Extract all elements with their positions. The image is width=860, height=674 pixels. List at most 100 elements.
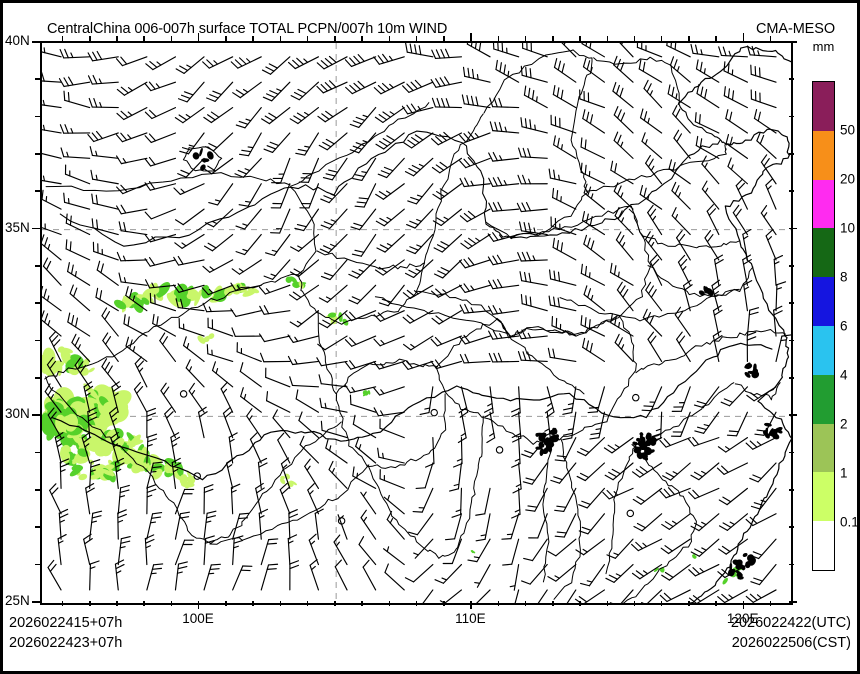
wind-barb	[674, 306, 691, 337]
wind-barb	[746, 307, 760, 337]
wind-barb	[523, 85, 548, 109]
wind-barb	[149, 292, 177, 312]
wind-barb	[462, 66, 491, 83]
wind-barb	[91, 193, 119, 210]
wind-barb	[511, 487, 521, 519]
footer-init-cst: 2026022423+07h	[9, 635, 123, 651]
wind-barb	[144, 81, 177, 92]
wind-barb	[401, 360, 434, 370]
wind-barb	[258, 284, 291, 295]
wind-barb	[548, 168, 577, 185]
lat-tick	[35, 302, 40, 304]
lat-tick	[32, 414, 40, 416]
wind-barb	[309, 558, 320, 591]
wind-barb	[415, 462, 434, 489]
wind-barb	[461, 94, 491, 109]
lat-tick	[789, 339, 794, 342]
wind-barb	[459, 334, 491, 345]
wind-barb	[290, 81, 320, 101]
lon-tick	[524, 36, 527, 41]
lon-tick	[116, 36, 118, 41]
lon-tick	[61, 601, 64, 606]
lon-tick	[715, 36, 717, 41]
wind-barb	[553, 57, 577, 83]
wind-barb	[42, 99, 62, 109]
wind-barb	[299, 183, 320, 209]
wind-barb	[316, 55, 348, 70]
wind-barb	[475, 513, 491, 542]
wind-barb	[548, 295, 577, 312]
lon-tick	[470, 601, 472, 609]
wind-barb	[453, 437, 463, 468]
wind-barb	[775, 334, 791, 363]
wind-barb	[582, 337, 606, 363]
wind-barb	[609, 262, 634, 286]
wind-barb	[551, 316, 577, 337]
wind-barb	[695, 59, 720, 83]
colorbar-band-8	[813, 228, 834, 278]
lon-tick	[606, 36, 609, 41]
lon-axis-label-100E: 100E	[182, 611, 214, 626]
wind-barb	[746, 45, 777, 58]
wind-barb	[42, 47, 62, 58]
province-boundary	[210, 421, 342, 544]
wind-barb	[582, 109, 606, 134]
wind-barb	[651, 411, 663, 442]
wind-barb	[489, 97, 520, 109]
wind-barb	[688, 589, 720, 603]
wind-barb	[144, 208, 177, 220]
wind-barb	[589, 411, 606, 440]
province-boundary	[335, 358, 447, 469]
wind-barb	[550, 462, 577, 484]
wind-barb	[114, 559, 125, 591]
province-boundary	[45, 172, 291, 192]
map-plot-area[interactable]	[40, 41, 793, 605]
colorbar-band-50	[813, 82, 834, 131]
precip-blob	[208, 333, 215, 339]
lon-tick	[279, 601, 282, 606]
wind-barb	[459, 177, 491, 188]
wind-barb	[667, 84, 691, 109]
precip-blob	[692, 554, 697, 559]
wind-barb	[521, 43, 548, 58]
wind-barb	[270, 208, 291, 234]
page-title: CentralChina 006-007h surface TOTAL PCPN…	[47, 21, 448, 37]
province-boundary	[593, 56, 680, 104]
province-boundary	[290, 102, 430, 187]
wind-barb	[258, 508, 269, 540]
wind-barb	[182, 336, 205, 363]
colorbar[interactable]	[812, 81, 835, 571]
lon-tick	[197, 33, 200, 41]
wind-barb	[235, 107, 262, 129]
wind-barb	[459, 156, 491, 169]
wind-barb	[348, 284, 377, 305]
wind-barb	[319, 397, 348, 413]
coastal-islands	[728, 568, 736, 575]
wind-barb	[579, 89, 606, 109]
wind-calm-circle	[495, 446, 504, 454]
wind-barb	[373, 335, 405, 347]
wind-barb	[171, 457, 182, 489]
colorbar-tick-20: 20	[840, 171, 856, 187]
province-boundary	[44, 186, 317, 380]
wind-barb	[316, 357, 348, 367]
wind-barb	[206, 344, 234, 363]
wind-barb	[144, 156, 177, 167]
wind-barb	[475, 487, 491, 516]
wind-barb	[208, 183, 234, 206]
wind-barb	[117, 484, 130, 515]
precip-blob	[88, 367, 95, 373]
colorbar-tick-50: 50	[840, 122, 856, 138]
wind-barb	[688, 563, 720, 577]
wind-barb	[641, 386, 663, 412]
lat-tick	[789, 414, 797, 416]
wind-barb	[350, 208, 377, 231]
wind-barb	[87, 74, 119, 85]
wind-barb	[220, 381, 234, 413]
wind-barb	[431, 284, 463, 298]
precip-blob	[176, 461, 184, 477]
wind-barb	[87, 50, 119, 62]
wind-barb	[352, 157, 377, 181]
wind-barb	[662, 462, 691, 481]
lat-tick	[35, 563, 40, 566]
